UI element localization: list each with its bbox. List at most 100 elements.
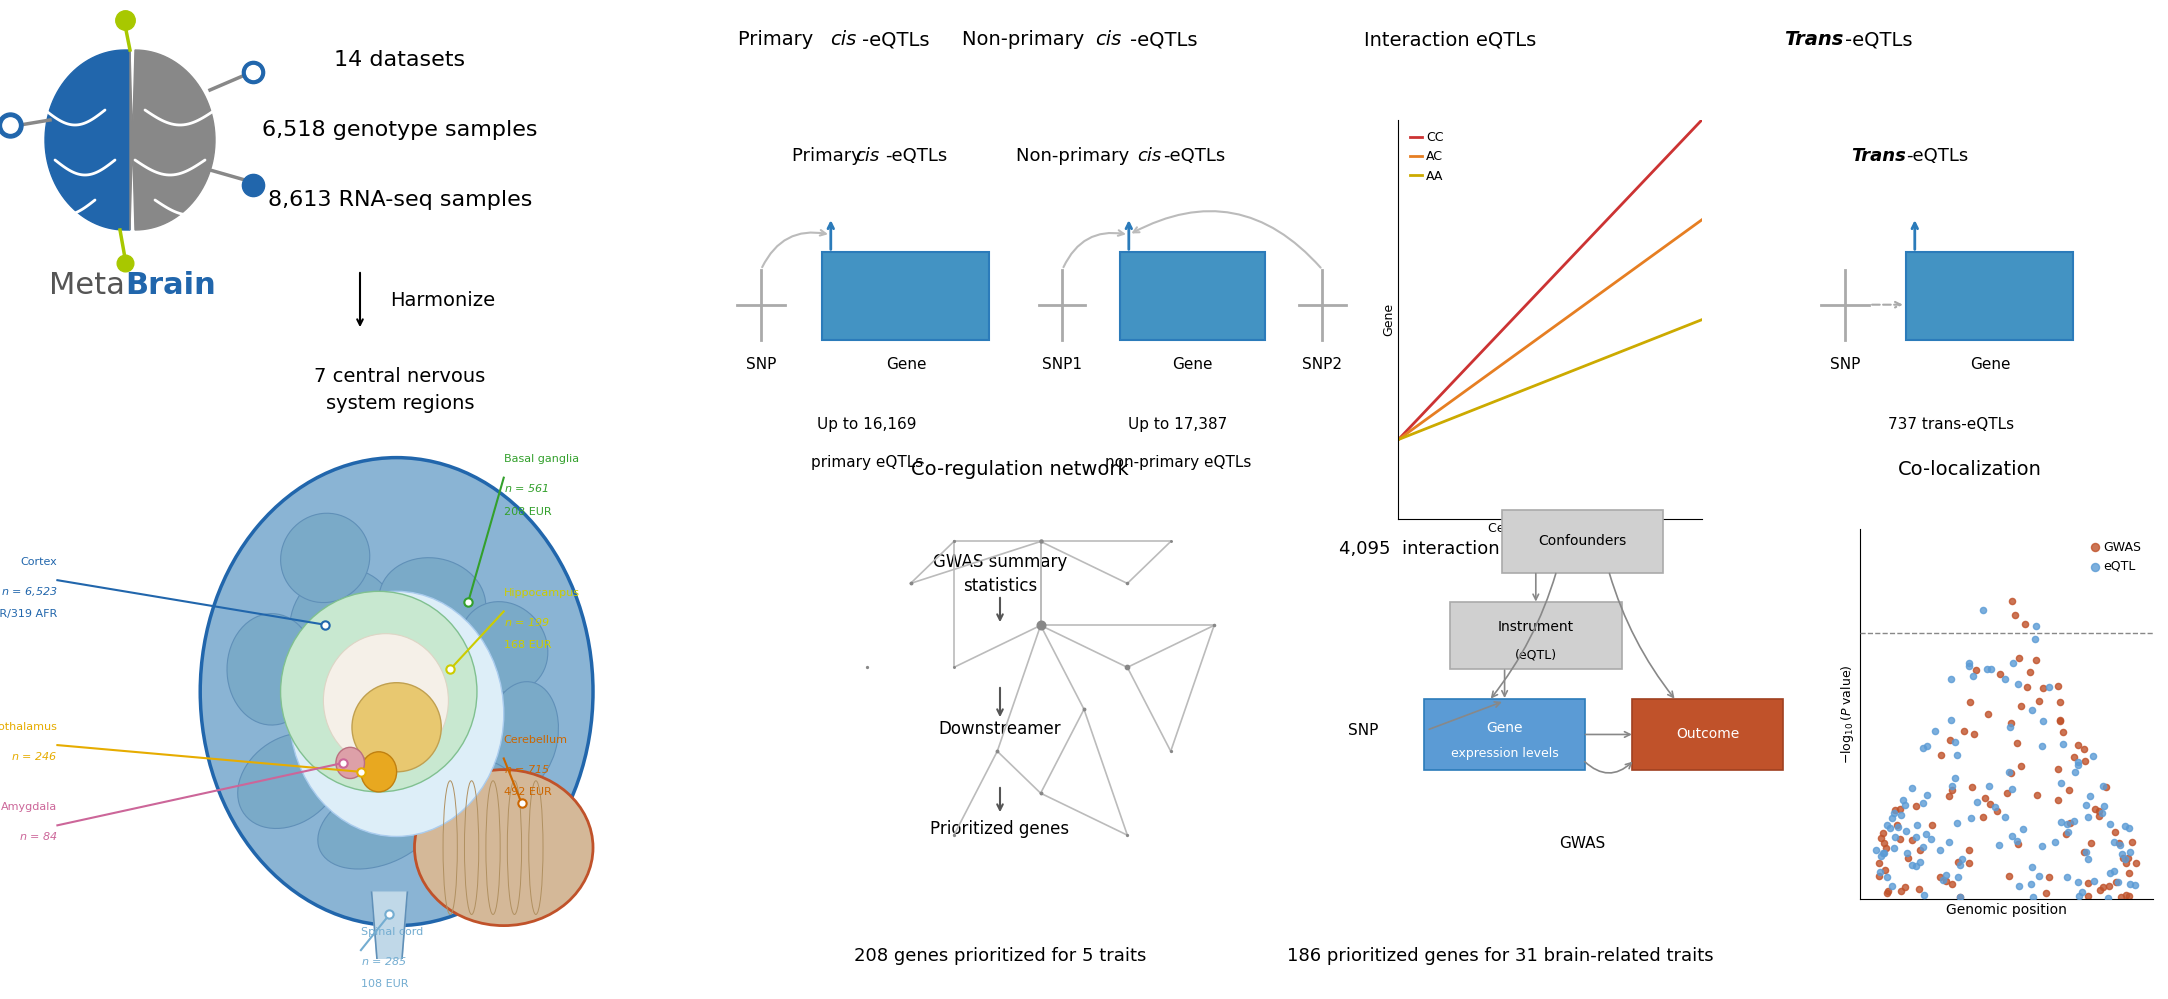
GWAS [2103,835,2138,851]
GWAS [2066,741,2101,757]
GWAS [1923,747,1958,763]
eQTL [1906,795,1940,811]
GWAS [1997,606,2031,622]
eQTL [2062,888,2096,904]
eQTL [1906,739,1940,755]
eQTL [1995,828,2029,844]
GWAS [2042,693,2077,709]
eQTL [1999,833,2034,849]
GWAS [1880,817,1914,833]
eQTL [1901,854,1936,870]
Text: non-primary eQTLs: non-primary eQTLs [1106,456,1251,471]
eQTL [1864,847,1899,863]
Text: Gene: Gene [887,357,928,373]
GWAS [1995,715,2029,731]
eQTL [1899,858,1934,874]
GWAS [1867,835,1901,851]
Text: -eQTLs: -eQTLs [1130,30,1197,49]
eQTL [2018,630,2053,646]
eQTL [1930,867,1964,883]
GWAS [1890,849,1925,865]
GWAS [2060,736,2094,752]
GWAS [2070,888,2105,904]
Ellipse shape [199,458,594,926]
Ellipse shape [238,733,340,828]
GWAS [1973,796,2008,812]
Text: Primary: Primary [791,147,867,166]
Text: -eQTLs: -eQTLs [1906,147,1969,166]
GWAS [1884,831,1919,847]
eQTL [2088,798,2122,814]
FancyBboxPatch shape [1450,602,1622,669]
GWAS [1869,885,1904,901]
GWAS [2042,713,2077,729]
GWAS [2086,879,2120,895]
Text: Basal ganglia: Basal ganglia [503,455,579,465]
Bar [1121,252,1264,340]
Text: 6,518 genotype samples: 6,518 genotype samples [262,120,538,140]
Text: Prioritized genes: Prioritized genes [930,820,1069,838]
eQTL [2025,738,2060,754]
Ellipse shape [379,557,486,647]
eQTL [1943,857,1977,873]
Ellipse shape [291,591,503,836]
eQTL [2118,877,2153,893]
GWAS [2010,679,2044,695]
Ellipse shape [291,568,397,681]
Text: Interaction eQTLs: Interaction eQTLs [1364,30,1537,49]
Text: Primary: Primary [739,30,820,49]
GWAS [2008,615,2042,631]
Ellipse shape [319,781,440,869]
eQTL [2112,820,2146,836]
eQTL [1977,798,2012,814]
GWAS [2040,761,2075,777]
eQTL [1877,840,1912,856]
GWAS [2049,825,2083,841]
eQTL [1934,778,1969,794]
GWAS [1982,666,2016,682]
eQTL [1934,712,1969,728]
Ellipse shape [323,633,449,767]
eQTL [1951,658,1986,674]
GWAS [2031,869,2066,885]
GWAS [1964,808,1999,824]
eQTL [2062,873,2096,889]
GWAS [1867,862,1901,878]
eQTL [1869,817,1904,833]
Text: 492 EUR: 492 EUR [503,787,551,797]
Ellipse shape [280,513,371,602]
Ellipse shape [414,758,522,848]
Text: 8,613 RNA-seq samples: 8,613 RNA-seq samples [269,190,531,210]
GWAS [2057,749,2092,765]
Text: Co-localization: Co-localization [1897,460,2042,479]
eQTL [2105,846,2140,862]
GWAS [1862,868,1897,884]
eQTL [2018,617,2053,633]
Text: Cerebellum: Cerebellum [503,735,568,745]
Text: 168 EUR: 168 EUR [503,640,551,650]
Text: 186 prioritized genes for 31 brain-related traits: 186 prioritized genes for 31 brain-relat… [1286,947,1713,965]
Text: GWAS summary
statistics: GWAS summary statistics [932,553,1067,595]
eQTL [1973,661,2008,677]
eQTL [1995,781,2029,797]
eQTL [2096,834,2131,850]
Text: $n$ = 561: $n$ = 561 [503,483,549,495]
eQTL [2068,796,2103,812]
eQTL [1945,851,1979,867]
eQTL [1867,845,1901,861]
eQTL [2092,865,2127,881]
eQTL [2014,859,2049,875]
Text: Brain: Brain [126,271,217,300]
eQTL [2049,816,2083,832]
eQTL [1919,722,1953,738]
eQTL [1992,764,2027,780]
eQTL [1960,794,1995,810]
eQTL [2092,890,2127,906]
eQTL [1951,654,1986,670]
eQTL [1877,805,1912,821]
eQTL [1873,810,1908,826]
Text: Amygdala: Amygdala [2,802,56,812]
eQTL [2044,775,2079,791]
GWAS [2109,887,2144,903]
eQTL [2031,679,2066,695]
